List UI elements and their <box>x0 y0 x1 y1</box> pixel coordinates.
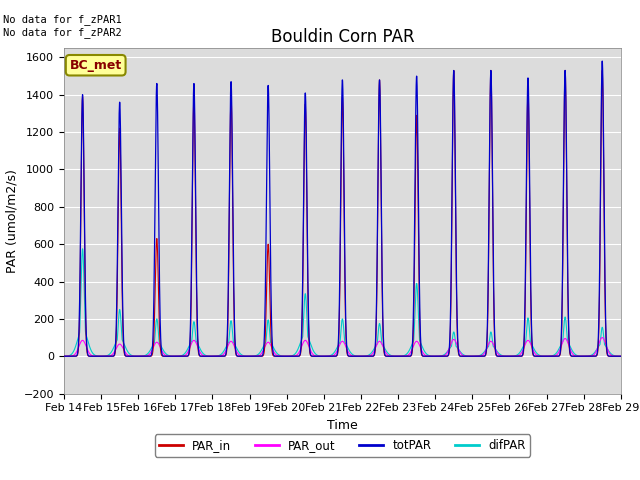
X-axis label: Time: Time <box>327 419 358 432</box>
Legend: PAR_in, PAR_out, totPAR, difPAR: PAR_in, PAR_out, totPAR, difPAR <box>155 434 530 457</box>
Y-axis label: PAR (umol/m2/s): PAR (umol/m2/s) <box>5 169 18 273</box>
Text: No data for f_zPAR1
No data for f_zPAR2: No data for f_zPAR1 No data for f_zPAR2 <box>3 14 122 38</box>
Title: Bouldin Corn PAR: Bouldin Corn PAR <box>271 28 414 47</box>
Text: BC_met: BC_met <box>70 59 122 72</box>
